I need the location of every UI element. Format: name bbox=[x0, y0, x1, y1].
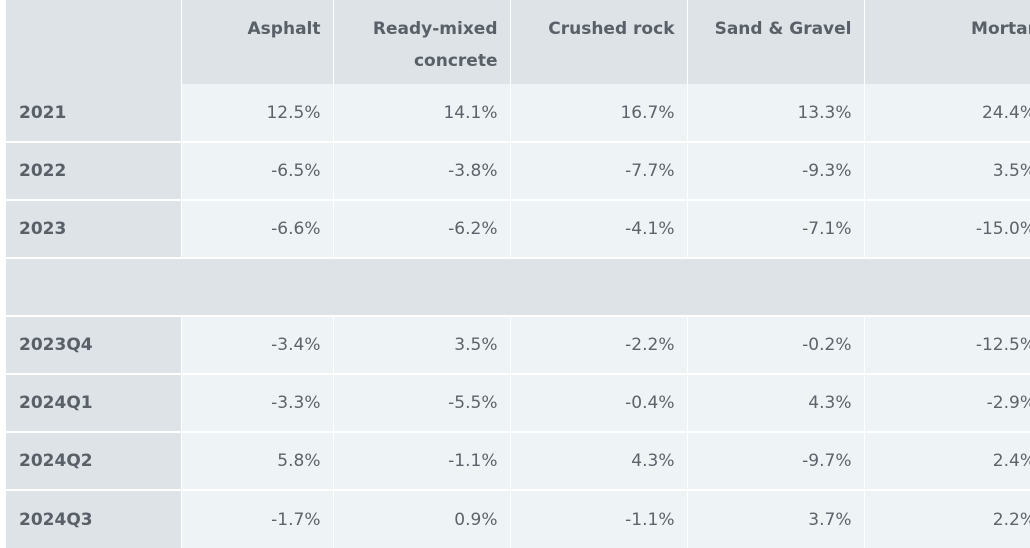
table-row: 2024Q1 -3.3% -5.5% -0.4% 4.3% -2.9% bbox=[6, 373, 1030, 432]
header-ready-mixed-concrete: Ready-mixed concrete bbox=[333, 0, 511, 84]
row-label: 2024Q3 bbox=[6, 489, 182, 548]
table-cell: -3.3% bbox=[181, 373, 334, 432]
row-label: 2024Q1 bbox=[6, 373, 182, 432]
table-row: 2023Q4 -3.4% 3.5% -2.2% -0.2% -12.5% bbox=[6, 315, 1030, 374]
header-corner bbox=[6, 0, 182, 84]
header-crushed-rock: Crushed rock bbox=[510, 0, 688, 84]
table-cell: -2.9% bbox=[864, 373, 1030, 432]
row-label: 2022 bbox=[6, 141, 182, 200]
table-cell: 2.2% bbox=[864, 489, 1030, 548]
table-cell: 4.3% bbox=[687, 373, 865, 432]
table-cell: -2.2% bbox=[510, 315, 688, 374]
table-cell: -0.4% bbox=[510, 373, 688, 432]
table-cell: 16.7% bbox=[510, 84, 688, 142]
table-row: 2023 -6.6% -6.2% -4.1% -7.1% -15.0% bbox=[6, 199, 1030, 258]
table-cell: -6.2% bbox=[333, 199, 511, 258]
table-cell: -3.4% bbox=[181, 315, 334, 374]
table-cell: 5.8% bbox=[181, 431, 334, 490]
table-cell: 4.3% bbox=[510, 431, 688, 490]
table-cell: 3.7% bbox=[687, 489, 865, 548]
table-cell: -15.0% bbox=[864, 199, 1030, 258]
table-cell: 24.4% bbox=[864, 84, 1030, 142]
header-sand-gravel: Sand & Gravel bbox=[687, 0, 865, 84]
row-label: 2024Q2 bbox=[6, 431, 182, 490]
table-cell: -4.1% bbox=[510, 199, 688, 258]
table-cell: 0.9% bbox=[333, 489, 511, 548]
table-cell: 3.5% bbox=[333, 315, 511, 374]
table-cell: 13.3% bbox=[687, 84, 865, 142]
table-cell: -9.3% bbox=[687, 141, 865, 200]
header-ready-mixed-line-1: Ready-mixed bbox=[372, 19, 498, 39]
table-row: 2021 12.5% 14.1% 16.7% 13.3% 24.4% bbox=[6, 84, 1030, 142]
table-cell: -3.8% bbox=[333, 141, 511, 200]
table-cell: -6.6% bbox=[181, 199, 334, 258]
table-cell: -7.1% bbox=[687, 199, 865, 258]
table-cell: -1.1% bbox=[333, 431, 511, 490]
table-row: 2024Q3 -1.7% 0.9% -1.1% 3.7% 2.2% bbox=[6, 489, 1030, 548]
table-cell: -6.5% bbox=[181, 141, 334, 200]
header-mortar: Mortar bbox=[864, 0, 1030, 84]
header-row: Asphalt Ready-mixed concrete Crushed roc… bbox=[6, 0, 1030, 84]
row-label: 2023Q4 bbox=[6, 315, 182, 374]
table-cell: 3.5% bbox=[864, 141, 1030, 200]
table-cell: -12.5% bbox=[864, 315, 1030, 374]
table-cell: -1.1% bbox=[510, 489, 688, 548]
table-cell: -7.7% bbox=[510, 141, 688, 200]
row-label: 2023 bbox=[6, 199, 182, 258]
table-cell: -5.5% bbox=[333, 373, 511, 432]
table-row: 2024Q2 5.8% -1.1% 4.3% -9.7% 2.4% bbox=[6, 431, 1030, 490]
table-cell: -9.7% bbox=[687, 431, 865, 490]
table-cell: -0.2% bbox=[687, 315, 865, 374]
row-label: 2021 bbox=[6, 84, 182, 142]
table-cell: 2.4% bbox=[864, 431, 1030, 490]
header-ready-mixed-line-2: concrete bbox=[413, 51, 498, 71]
section-divider bbox=[6, 257, 1030, 316]
table-row: 2022 -6.5% -3.8% -7.7% -9.3% 3.5% bbox=[6, 141, 1030, 200]
table-cell: 14.1% bbox=[333, 84, 511, 142]
section-divider-row bbox=[6, 257, 1030, 316]
table-cell: 12.5% bbox=[181, 84, 334, 142]
table-cell: -1.7% bbox=[181, 489, 334, 548]
data-table: Asphalt Ready-mixed concrete Crushed roc… bbox=[6, 0, 1030, 548]
header-asphalt: Asphalt bbox=[181, 0, 334, 84]
